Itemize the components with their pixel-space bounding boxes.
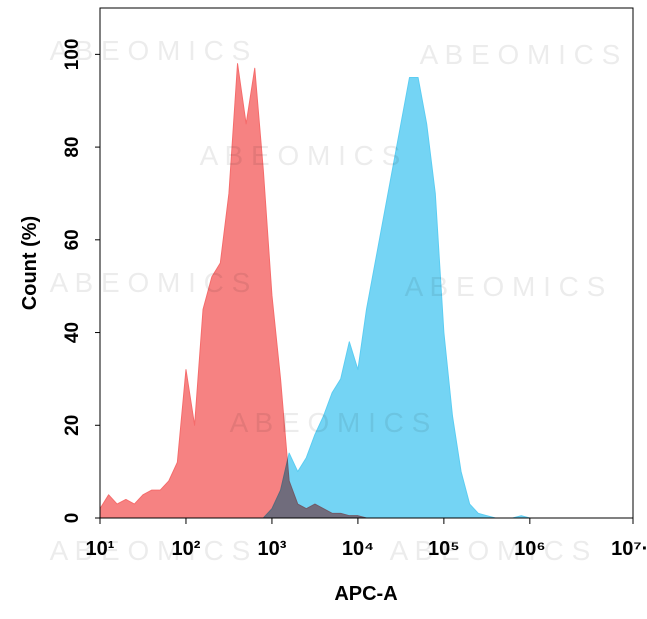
x-tick-label: 10⁴: [342, 538, 374, 560]
x-tick-label: 10⁷·²: [611, 538, 647, 560]
watermark: A B E O M I C S: [390, 535, 591, 566]
y-axis-label: Count (%): [19, 216, 41, 310]
y-tick-label: 40: [62, 322, 83, 343]
x-tick-label: 10⁶: [514, 538, 545, 560]
x-axis-label: APC-A: [334, 583, 397, 605]
y-tick-label: 80: [62, 137, 83, 158]
watermark: A B E O M I C S: [50, 535, 251, 566]
x-tick-label: 10⁵: [428, 538, 460, 560]
watermark: A B E O M I C S: [200, 140, 401, 171]
y-tick-label: 60: [62, 229, 83, 250]
y-tick-label: 20: [62, 415, 83, 436]
plot-frame: [99, 7, 634, 519]
x-tick-label: 10¹: [86, 538, 115, 560]
x-tick-label: 10³: [257, 538, 286, 560]
y-tick-label: 100: [62, 39, 83, 71]
watermark: A B E O M I C S: [420, 39, 621, 70]
y-tick-label: 0: [62, 513, 83, 524]
watermark: A B E O M I C S: [50, 35, 251, 66]
x-tick-label: 10²: [172, 538, 201, 560]
